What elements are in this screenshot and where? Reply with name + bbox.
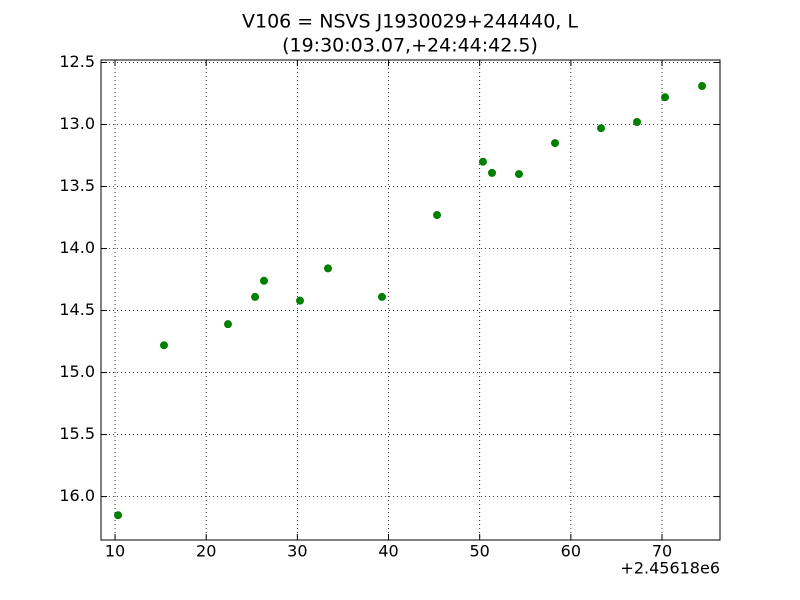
y-tick-label: 16.0 <box>59 486 95 505</box>
point <box>223 320 232 329</box>
point <box>633 118 642 127</box>
point <box>433 211 442 220</box>
point <box>323 264 332 273</box>
point <box>251 292 260 301</box>
point <box>260 276 269 285</box>
point <box>478 157 487 166</box>
chart-subtitle: (19:30:03.07,+24:44:42.5) <box>282 35 538 57</box>
x-tick-label: 70 <box>652 542 672 561</box>
point <box>514 170 523 179</box>
point <box>296 296 305 305</box>
point <box>550 139 559 148</box>
y-tick-label: 14.5 <box>59 300 95 319</box>
point <box>114 511 123 520</box>
plot-frame <box>100 59 721 541</box>
point <box>488 168 497 177</box>
point <box>698 82 707 91</box>
y-tick-label: 14.0 <box>59 238 95 257</box>
point <box>159 341 168 350</box>
x-tick-label: 50 <box>470 542 490 561</box>
y-tick-label: 13.0 <box>59 114 95 133</box>
y-tick-label: 12.5 <box>59 52 95 71</box>
x-offset-label: +2.45618e6 <box>620 559 720 578</box>
chart-title: V106 = NSVS J1930029+244440, L <box>242 11 578 33</box>
y-tick-label: 15.5 <box>59 424 95 443</box>
y-tick-label: 13.5 <box>59 176 95 195</box>
x-tick-label: 20 <box>196 542 216 561</box>
point <box>661 93 670 102</box>
point <box>597 124 606 133</box>
x-tick-label: 30 <box>287 542 307 561</box>
x-tick-label: 60 <box>561 542 581 561</box>
x-tick-label: 10 <box>105 542 125 561</box>
x-tick-label: 40 <box>378 542 398 561</box>
point <box>377 292 386 301</box>
y-tick-label: 15.0 <box>59 362 95 381</box>
